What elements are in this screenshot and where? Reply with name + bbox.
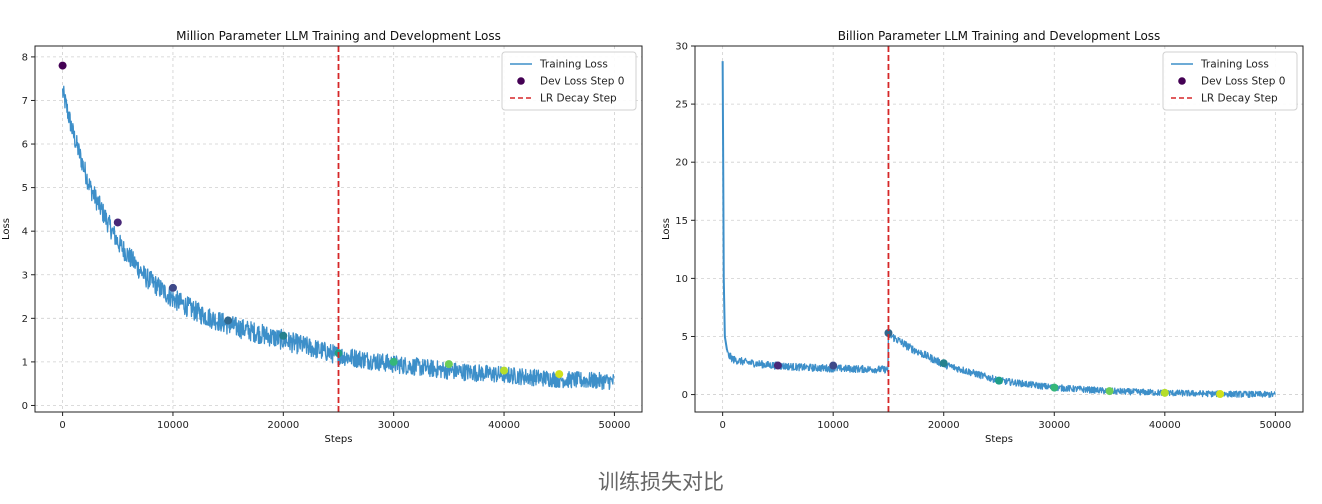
chart1-legend-label: Training Loss [1200,59,1269,71]
figure-caption: 训练损失对比 [598,470,724,494]
chart1-x-tick-label: 50000 [1259,420,1291,431]
chart1-training-loss-line [721,61,1276,398]
chart0-y-tick-label: 1 [22,357,28,368]
chart0-y-tick-label: 8 [22,52,28,63]
chart0-dev-loss-point [224,316,233,325]
chart0-chart-title: Million Parameter LLM Training and Devel… [176,29,501,43]
chart1-axes-frame [694,45,1304,413]
chart0-legend-label: Dev Loss Step 0 [540,76,624,88]
chart1-y-axis-label: Loss [661,218,672,240]
chart1-y-tick-label: 15 [675,216,688,227]
chart0-y-tick-label: 3 [22,270,28,281]
chart1-dev-loss-point [1105,387,1114,396]
chart0-x-tick-label: 0 [59,420,65,431]
chart1-y-tick-label: 5 [682,332,688,343]
chart0-dev-loss-point [389,357,398,366]
chart1-y-tick-label: 10 [675,274,688,285]
chart0-y-tick-label: 4 [22,227,28,238]
chart0-x-tick-label: 50000 [599,420,631,431]
chart1-x-tick-label: 20000 [928,420,960,431]
chart1-legend-swatch-dev [1178,77,1186,85]
chart0-x-tick-label: 20000 [267,420,299,431]
chart0-y-tick-label: 6 [22,140,28,151]
chart1-legend-box [1162,51,1298,111]
chart0-x-tick-label: 10000 [157,420,189,431]
chart1-x-tick-label: 30000 [1038,420,1070,431]
chart0-y-axis-label: Loss [1,218,12,240]
chart1-dev-loss-point [884,328,893,337]
chart0-dev-loss-point [279,331,288,340]
chart1-dev-loss-point [829,361,838,370]
chart0-dev-loss-point [168,283,177,292]
chart0-legend: Training Loss Dev Loss Step 0 LR Decay Ste… [501,51,637,111]
chart0-y-tick-label: 2 [22,314,28,325]
chart0-dev-loss-point [444,360,453,369]
chart1-training-loss-spike [721,61,729,351]
chart1-x-tick-label: 40000 [1149,420,1181,431]
chart1-dev-loss-point [939,359,948,368]
chart1-dev-loss-point [1050,383,1059,392]
chart0-dev-loss-point [555,370,564,379]
chart1-y-tick-label: 25 [675,100,688,111]
chart1-y-tick-label: 20 [675,158,688,169]
million-param-loss-chart: 0 10000 20000 30000 40000 50000 0 1 2 3 4 5 6 7 8 Milli… [1,29,643,445]
chart1-dev-loss-point [1160,388,1169,397]
chart0-legend-label: Training Loss [539,59,608,71]
chart0-y-tick-label: 7 [22,96,28,107]
chart1-dev-loss-point [773,361,782,370]
chart0-legend-label: LR Decay Step [540,93,617,105]
chart1-dev-loss-point [995,376,1003,385]
chart0-dev-loss-points [58,61,564,379]
chart1-y-tick-label: 30 [675,42,688,53]
chart0-x-tick-label: 30000 [378,420,410,431]
chart0-legend-box [501,51,637,111]
chart1-dev-loss-points [773,328,1225,398]
chart0-y-tick-label: 0 [22,401,28,412]
chart1-legend: Training Loss Dev Loss Step 0 LR Decay Ste… [1162,51,1298,111]
chart0-dev-loss-point [58,61,67,70]
chart0-dev-loss-point [113,218,122,227]
chart1-y-tick-label: 0 [682,390,688,401]
chart1-training-loss-path [726,330,1276,398]
chart0-x-axis-label: Steps [325,434,353,445]
chart1-legend-label: Dev Loss Step 0 [1201,76,1285,88]
chart1-chart-title: Billion Parameter LLM Training and Devel… [838,29,1161,43]
chart1-legend-label: LR Decay Step [1201,93,1278,105]
chart0-legend-swatch-dev [517,77,525,85]
chart0-x-tick-label: 40000 [488,420,520,431]
chart1-x-axis-label: Steps [985,434,1013,445]
chart0-axes-frame [34,45,643,413]
billion-param-loss-chart: 0 10000 20000 30000 40000 50000 0 5 10 15 20 25 30 Bi… [661,29,1304,445]
chart1-x-tick-label: 0 [719,420,725,431]
chart1-x-tick-label: 10000 [817,420,849,431]
chart1-dev-loss-point [1216,389,1225,398]
chart0-dev-loss-point [500,366,509,375]
chart0-y-tick-label: 5 [22,183,28,194]
